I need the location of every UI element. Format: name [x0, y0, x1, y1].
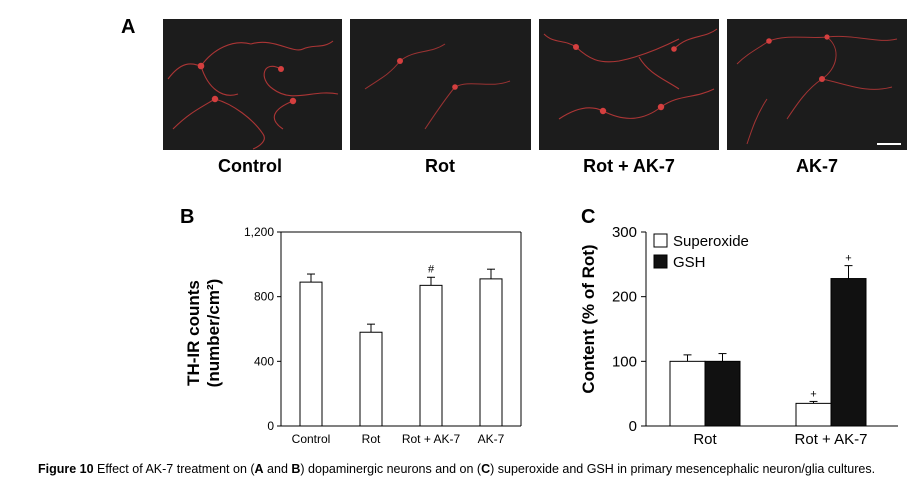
micrograph-rot-ak7: [539, 19, 719, 150]
micrograph-rot: [350, 19, 531, 150]
condition-label-rot-ak7: Rot + AK-7: [583, 156, 675, 176]
chart-c-ytick-label: 100: [612, 353, 637, 370]
chart-c-bar-superoxide: [795, 402, 832, 427]
chart-b-bar: [359, 331, 383, 427]
caption-text-1: Effect of AK-7 treatment on (: [93, 462, 255, 476]
panel-b-letter: B: [180, 206, 195, 228]
chart-c-legend-label: GSH: [673, 254, 706, 271]
chart-b-ytick-label: 1,200: [244, 225, 274, 239]
chart-b-xtick-label: Rot + AK-7: [402, 432, 461, 446]
chart-c-ytick-label: 300: [612, 224, 637, 241]
panel-a-letter: A: [121, 16, 136, 38]
chart-b-ytick-label: 400: [254, 354, 274, 368]
caption-text-2: and: [263, 462, 292, 476]
chart-b-xtick-label: Control: [292, 432, 331, 446]
chart-b-xtick-label: Rot: [362, 432, 381, 446]
condition-label-rot: Rot: [425, 156, 455, 176]
chart-b-bar: [299, 281, 323, 427]
caption-ref-b: B: [291, 462, 301, 476]
chart-b-bar: [419, 284, 443, 427]
chart-b-xtick-label: AK-7: [478, 432, 505, 446]
panel-c-letter: C: [581, 206, 596, 228]
chart-c-bar-gsh: [830, 278, 867, 427]
chart-b-ytick-label: 0: [267, 419, 274, 433]
caption-figure-label: Figure 10: [38, 462, 94, 476]
chart-b-ytick-label: 800: [254, 290, 274, 304]
caption-text-4: ) superoxide and GSH in primary mesencep…: [490, 462, 876, 476]
figure-caption: Figure 10 Effect of AK-7 treatment on (A…: [38, 462, 875, 476]
condition-label-ak7: AK-7: [795, 156, 838, 176]
caption-ref-a: A: [254, 462, 264, 476]
chart-c-xtick-label: Rot + AK-7: [795, 431, 868, 448]
chart-c-bar-gsh: [704, 360, 741, 427]
chart-c-legend-swatch: [653, 254, 668, 269]
chart-b-ylabel-line2: (number/cm²): [204, 278, 223, 388]
chart-c-legend-swatch: [653, 233, 668, 248]
micrograph-ak7: [727, 19, 907, 150]
caption-ref-c: C: [481, 462, 491, 476]
caption-text-3: ) dopaminergic neurons and on (: [300, 462, 482, 476]
chart-c-annotation: +: [810, 388, 816, 400]
chart-b-ylabel: TH-IR counts (number/cm²): [184, 243, 226, 423]
chart-c-ytick-label: 200: [612, 289, 637, 306]
micrograph-control: [163, 19, 342, 150]
chart-b-annotation: #: [428, 263, 435, 275]
condition-label-control: Control: [218, 156, 282, 176]
chart-c-annotation: +: [845, 253, 851, 265]
chart-b-bar: [479, 278, 503, 427]
scale-bar: [877, 143, 901, 145]
chart-b-ylabel-line1: TH-IR counts: [184, 280, 203, 386]
chart-c-ylabel: Content (% of Rot): [579, 244, 598, 394]
chart-c-bar-superoxide: [669, 360, 706, 427]
chart-c-legend-label: Superoxide: [673, 233, 749, 250]
chart-c-ytick-label: 0: [629, 418, 637, 435]
chart-c-xtick-label: Rot: [693, 431, 717, 448]
